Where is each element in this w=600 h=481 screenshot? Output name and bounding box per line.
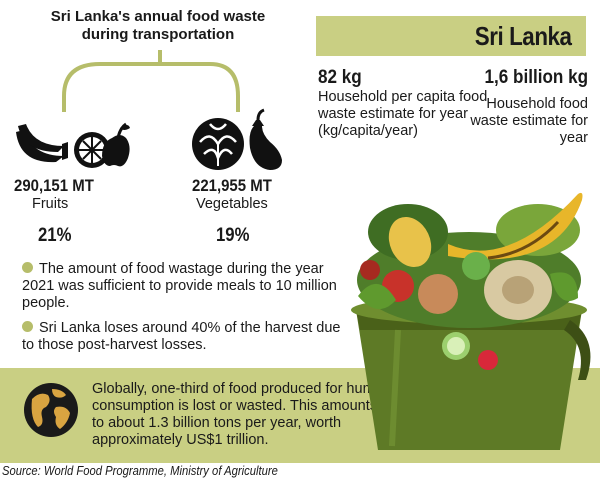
source-note: Source: World Food Programme, Ministry o… (2, 464, 278, 478)
vegetables-icon (192, 108, 282, 170)
food-waste-bin-image (351, 192, 591, 450)
fruits-percent: 21% (38, 225, 72, 246)
country-banner: Sri Lanka (316, 16, 586, 56)
bullet-text: Sri Lanka loses around 40% of the harves… (22, 320, 341, 353)
global-note: Globally, one-third of food produced for… (92, 381, 391, 448)
household-total-value: 1,6 billion kg (484, 67, 588, 88)
vegetables-amount: 221,955 MT (192, 176, 272, 195)
vegetables-percent: 19% (216, 225, 250, 246)
infographic-title: Sri Lanka's annual food waste during tra… (50, 8, 266, 43)
bullet-dot (22, 321, 33, 332)
globe-icon (24, 383, 78, 437)
country-name: Sri Lanka (475, 21, 572, 51)
bullet-dot (22, 262, 33, 273)
fruits-icon (16, 122, 130, 168)
vegetables-label: Vegetables (196, 196, 268, 212)
per-capita-description: Household per capita food waste estimate… (318, 89, 488, 139)
bullet-meals: The amount of food wastage during the ye… (22, 261, 342, 312)
bullet-text: The amount of food wastage during the ye… (22, 261, 337, 311)
household-total-description: Household food waste estimate for year (470, 96, 588, 146)
per-capita-value: 82 kg (318, 67, 362, 88)
bullet-harvest: Sri Lanka loses around 40% of the harves… (22, 320, 342, 354)
fruits-amount: 290,151 MT (14, 176, 94, 195)
fruits-label: Fruits (32, 196, 69, 212)
